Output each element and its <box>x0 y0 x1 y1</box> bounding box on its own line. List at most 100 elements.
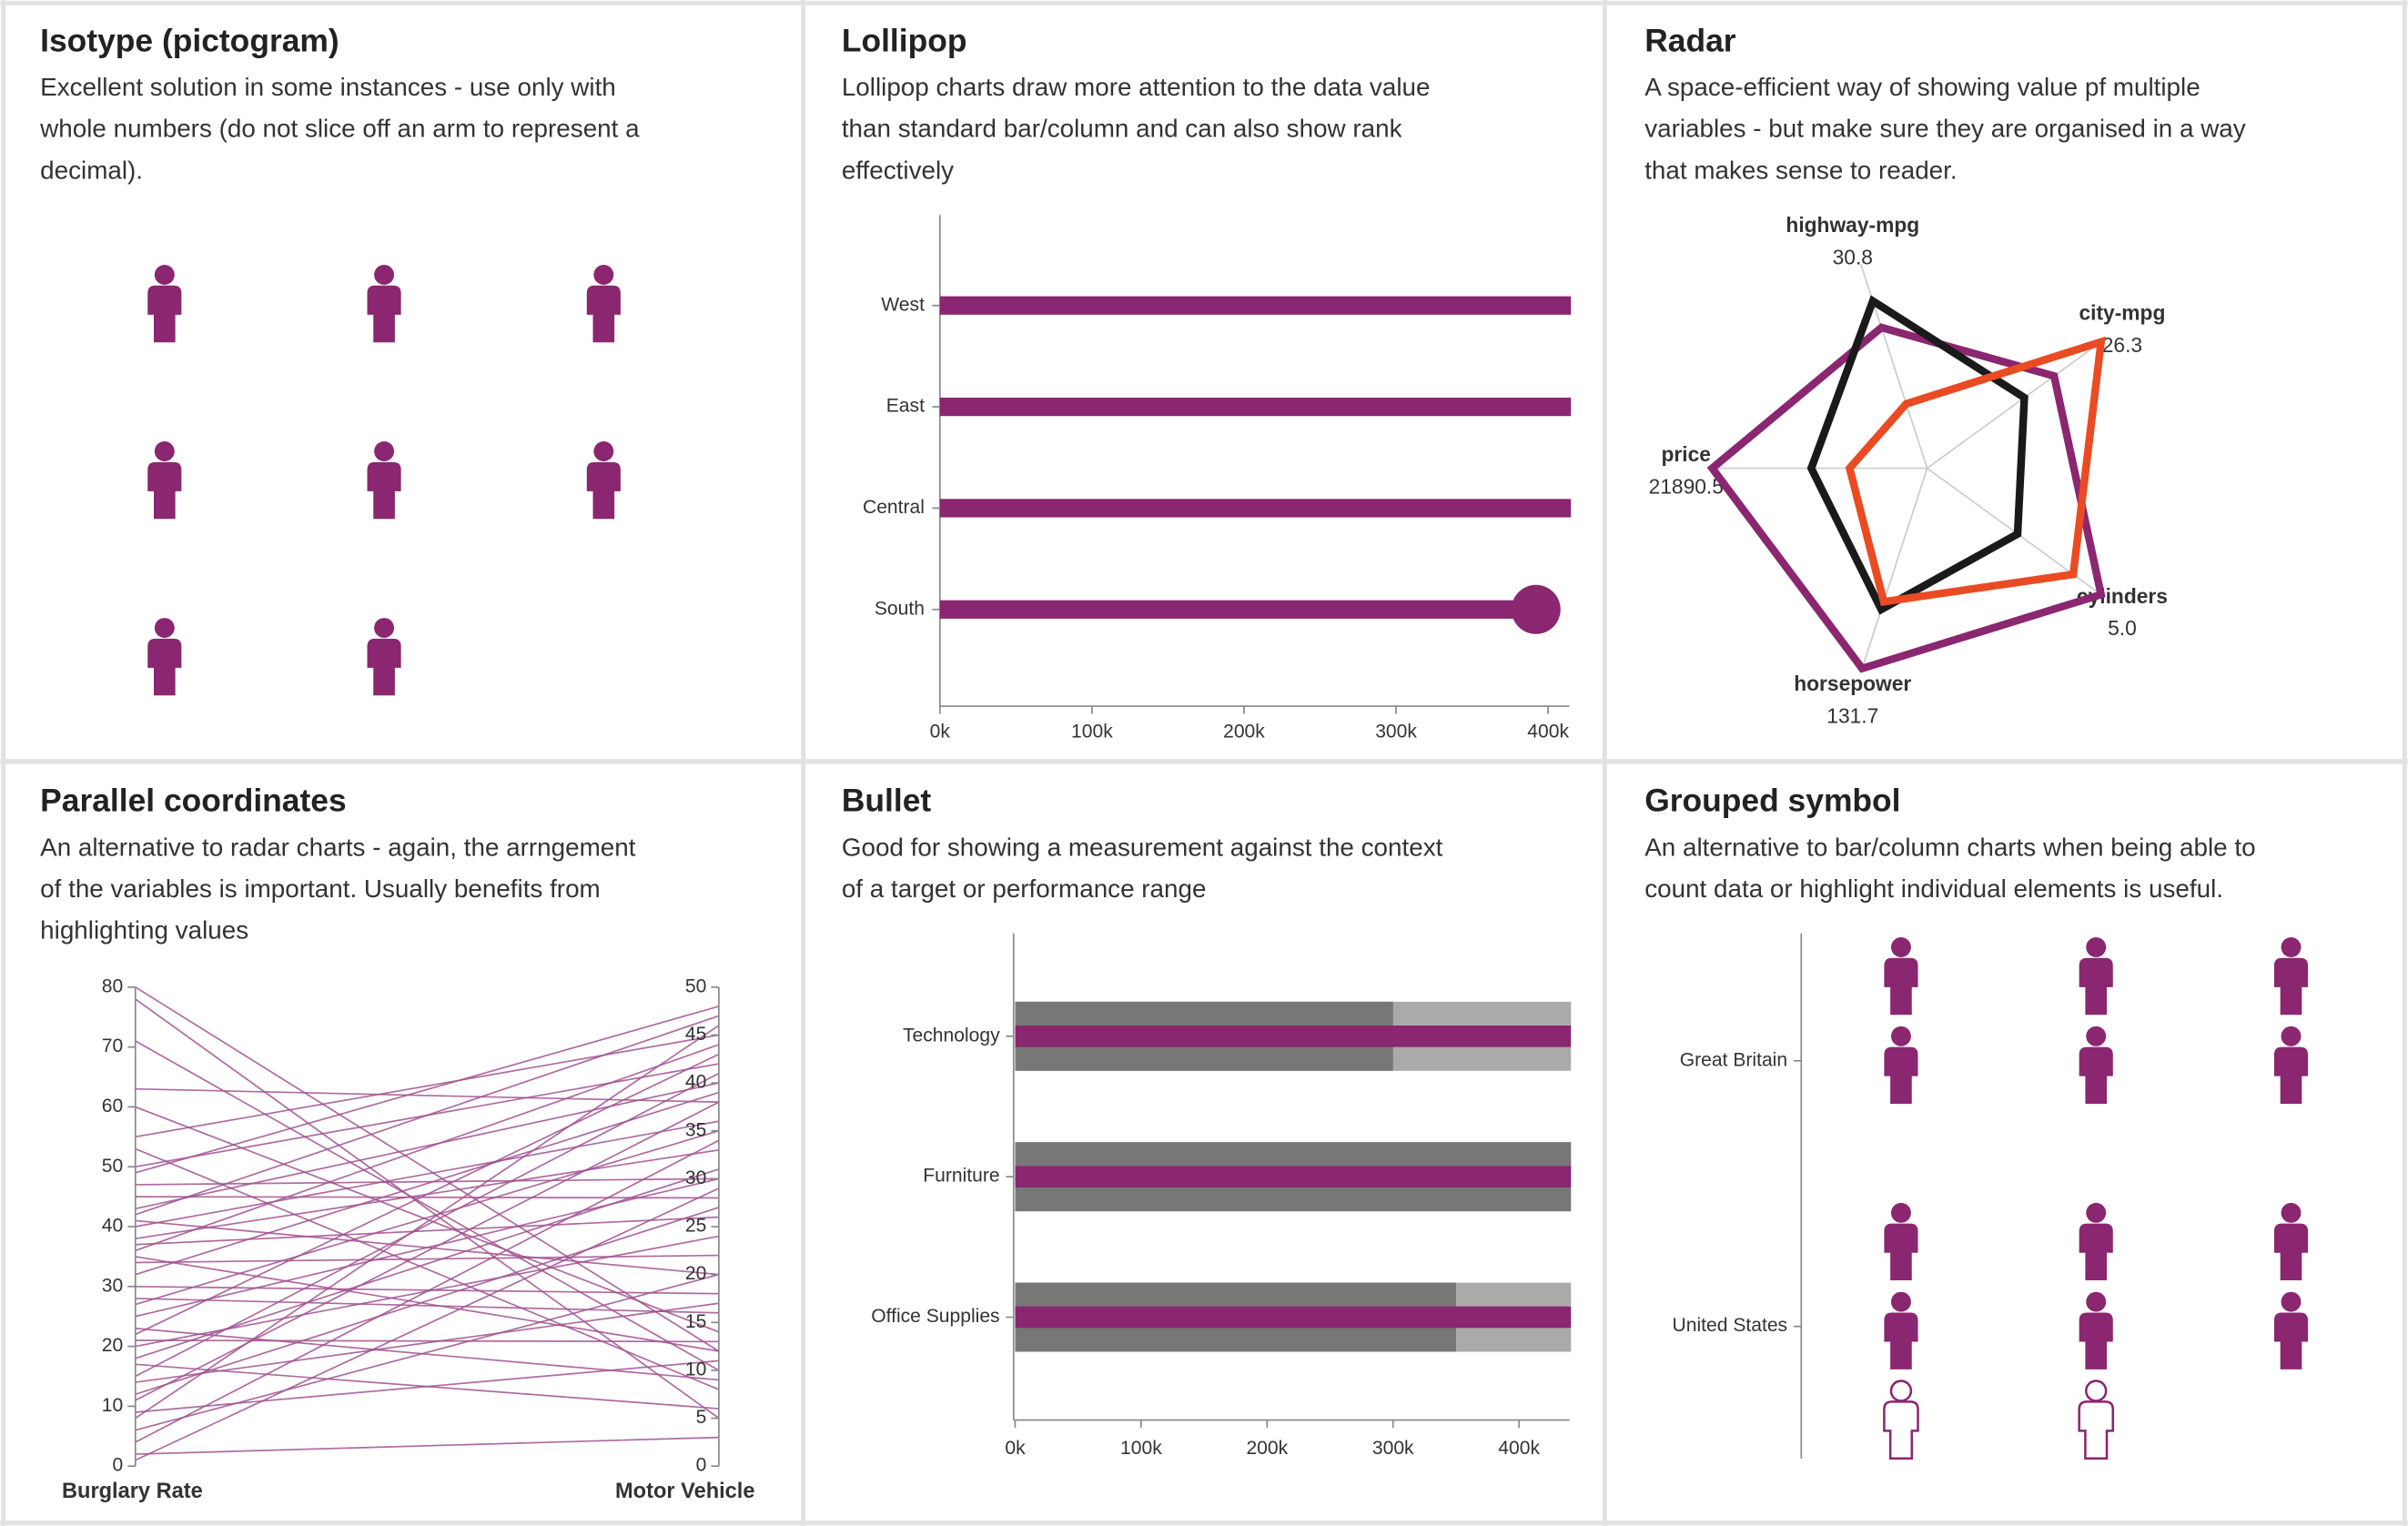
person-icon <box>367 441 401 520</box>
chart-title: Radar <box>1644 23 1736 59</box>
chart-description: effectively <box>842 156 954 184</box>
parallel-line <box>135 1025 720 1420</box>
dimension-name: Motor Vehicle <box>615 1480 755 1503</box>
icon-body <box>1884 1223 1918 1281</box>
person-icon <box>1883 1379 1919 1460</box>
y-tick-label: West <box>881 294 925 315</box>
y-tick-label: 70 <box>102 1036 123 1056</box>
y-tick-label: United States <box>1673 1315 1788 1336</box>
person-icon <box>2273 936 2309 1016</box>
icon-head <box>154 441 175 461</box>
icon-body <box>2078 1400 2115 1460</box>
parallel-line <box>135 1101 720 1401</box>
parallel-line <box>135 1177 720 1318</box>
y-tick-label: Office Supplies <box>871 1306 999 1327</box>
icon-body <box>586 461 621 520</box>
y-tick-label: 10 <box>685 1359 706 1379</box>
person-icon <box>1884 1291 1918 1369</box>
chart-description: variables - but make sure they are organ… <box>1644 115 2246 143</box>
chart-description: that makes sense to reader. <box>1644 156 1957 184</box>
icon-body <box>586 285 621 343</box>
axis-name: city-mpg <box>2079 300 2165 324</box>
chart-description: than standard bar/column and can also sh… <box>842 115 1402 143</box>
chart-description: Lollipop charts draw more attention to t… <box>842 73 1431 101</box>
chart-description: of the variables is important. Usually b… <box>40 874 601 903</box>
chart-title: Parallel coordinates <box>40 783 347 819</box>
x-tick-label: 400k <box>1527 721 1569 742</box>
lollipop-stem <box>939 600 1536 619</box>
icon-body <box>1883 1400 1919 1460</box>
parallel-line <box>135 1207 720 1396</box>
axis-max-label: 21890.5 <box>1649 475 1724 499</box>
y-tick-label: Great Britain <box>1680 1049 1787 1070</box>
y-tick-label: 30 <box>685 1167 706 1188</box>
plot-area: Motor Vehicle <box>135 986 755 1503</box>
icon-body <box>2079 1312 2113 1369</box>
person-icon <box>2079 1026 2113 1105</box>
icon-body <box>2079 1046 2113 1105</box>
chart-description: Good for showing a measurement against t… <box>842 833 1443 861</box>
chart-description: A space-efficient way of showing value p… <box>1644 73 2200 101</box>
icon-body <box>147 638 182 696</box>
icon-body <box>147 285 182 343</box>
person-icon <box>2273 1202 2309 1281</box>
axis-max-label: 131.7 <box>1826 703 1878 727</box>
y-tick-label: 20 <box>102 1335 123 1356</box>
parallel-line <box>135 1072 720 1378</box>
parallel-line <box>135 1129 720 1306</box>
x-tick-label: 100k <box>1120 1438 1162 1459</box>
parallel-line <box>135 1082 720 1210</box>
measure-bar <box>1015 1025 1572 1047</box>
person-icon <box>147 265 182 343</box>
icon-head <box>2086 936 2107 957</box>
parallel-line <box>135 1196 719 1199</box>
icon-body <box>2273 1223 2309 1281</box>
icon-head <box>374 265 395 285</box>
person-icon <box>2079 936 2113 1016</box>
axis-name: horsepower <box>1794 672 1911 695</box>
parallel-line <box>135 1139 720 1443</box>
x-tick-label: 100k <box>1071 721 1113 742</box>
axis-max-label: 30.8 <box>1833 246 1873 269</box>
icon-head <box>374 441 395 461</box>
parallel-line <box>135 998 720 1420</box>
chart-description: highlighting values <box>40 915 248 944</box>
lollipop-head <box>1511 584 1561 634</box>
icon-head <box>1890 1026 1911 1046</box>
y-tick-label: 80 <box>102 975 123 996</box>
chart-description: of a target or performance range <box>842 874 1207 903</box>
radar-spoke <box>1927 341 2102 470</box>
icon-head <box>593 441 614 461</box>
y-tick-label: 30 <box>102 1275 123 1296</box>
y-tick-label: 60 <box>102 1096 123 1117</box>
axis-max-label: 26.3 <box>2102 333 2142 357</box>
chart-description: decimal). <box>40 156 143 184</box>
lollipop-stem <box>939 296 1572 315</box>
x-tick-label: 300k <box>1372 1438 1414 1459</box>
person-icon <box>1884 1202 1918 1281</box>
person-icon <box>1884 1026 1918 1105</box>
chart-title: Isotype (pictogram) <box>40 23 339 59</box>
plot-area <box>939 296 1572 634</box>
parallel-line <box>135 1273 720 1431</box>
chart-title: Bullet <box>842 783 932 819</box>
chart-description: whole numbers (do not slice off an arm t… <box>39 115 640 143</box>
icon-head <box>593 265 614 285</box>
axis-name: price <box>1662 442 1711 466</box>
person-icon <box>367 265 401 343</box>
icon-head <box>2281 1202 2302 1223</box>
icon-body <box>1884 1312 1918 1369</box>
icon-body <box>2079 957 2113 1016</box>
parallel-line <box>135 1298 719 1314</box>
icon-body <box>367 285 401 343</box>
parallel-line <box>135 1254 719 1264</box>
parallel-line <box>135 1120 720 1228</box>
icon-body <box>367 638 401 696</box>
parallel-line <box>135 1256 720 1352</box>
parallel-line <box>135 1015 720 1216</box>
y-tick-label: 40 <box>685 1072 706 1093</box>
parallel-line <box>135 1044 720 1252</box>
lollipop-stem <box>939 499 1572 518</box>
y-tick-label: Central <box>863 497 925 518</box>
